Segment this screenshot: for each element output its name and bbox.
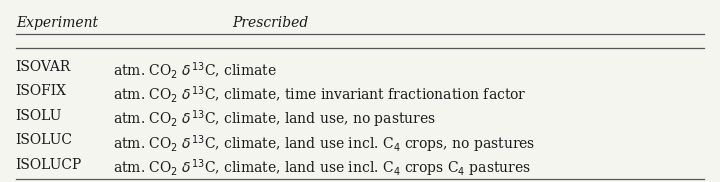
Text: Experiment: Experiment [16, 16, 98, 30]
Text: atm. CO$_2$ $\delta^{13}$C, climate, land use incl. C$_4$ crops C$_4$ pastures: atm. CO$_2$ $\delta^{13}$C, climate, lan… [112, 158, 531, 179]
Text: atm. CO$_2$ $\delta^{13}$C, climate, land use, no pastures: atm. CO$_2$ $\delta^{13}$C, climate, lan… [112, 109, 436, 130]
Text: ISOLUCP: ISOLUCP [16, 158, 82, 172]
Text: ISOLU: ISOLU [16, 109, 62, 123]
Text: ISOVAR: ISOVAR [16, 60, 71, 74]
Text: atm. CO$_2$ $\delta^{13}$C, climate, land use incl. C$_4$ crops, no pastures: atm. CO$_2$ $\delta^{13}$C, climate, lan… [112, 133, 535, 155]
Text: atm. CO$_2$ $\delta^{13}$C, climate, time invariant fractionation factor: atm. CO$_2$ $\delta^{13}$C, climate, tim… [112, 84, 526, 105]
Text: atm. CO$_2$ $\delta^{13}$C, climate: atm. CO$_2$ $\delta^{13}$C, climate [112, 60, 276, 81]
Text: Prescribed: Prescribed [233, 16, 308, 30]
Text: ISOFIX: ISOFIX [16, 84, 67, 98]
Text: ISOLUC: ISOLUC [16, 133, 73, 147]
